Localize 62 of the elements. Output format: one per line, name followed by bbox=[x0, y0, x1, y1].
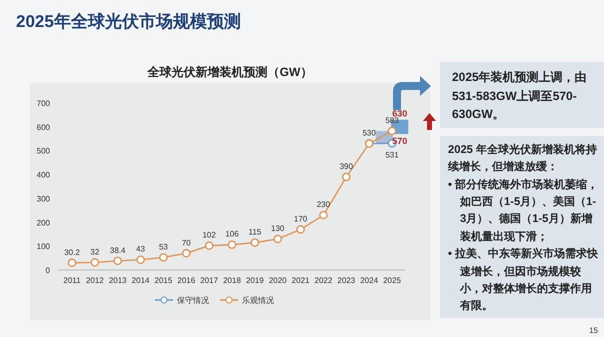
data-label: 106 bbox=[225, 230, 240, 239]
y-tick-label: 700 bbox=[36, 99, 51, 108]
y-tick-label: 200 bbox=[36, 218, 51, 228]
data-label: 115 bbox=[248, 228, 262, 237]
point bbox=[319, 210, 328, 220]
x-tick-label: 2015 bbox=[154, 276, 173, 285]
point bbox=[182, 249, 191, 258]
data-label: 130 bbox=[271, 224, 285, 233]
data-label: 230 bbox=[316, 200, 331, 210]
legend-label: 乐观情况 bbox=[242, 296, 274, 305]
legend-label: 保守情况 bbox=[177, 296, 209, 305]
point bbox=[136, 255, 145, 264]
x-tick-label: 2023 bbox=[337, 276, 356, 285]
data-label: 170 bbox=[294, 214, 308, 224]
x-tick-label: 2017 bbox=[200, 276, 219, 285]
x-tick-label: 2012 bbox=[86, 276, 104, 285]
point bbox=[204, 241, 214, 250]
data-label: 30.2 bbox=[64, 248, 80, 257]
point bbox=[273, 234, 282, 244]
y-tick-label: 500 bbox=[36, 146, 51, 156]
text: • 拉美、中东等新兴市场需求快速增长，但因市场规模较小，对整体增长的支撑作用有限。 bbox=[448, 246, 600, 314]
point bbox=[228, 240, 236, 249]
point bbox=[90, 258, 100, 267]
x-tick-label: 2018 bbox=[223, 276, 242, 285]
point bbox=[113, 256, 122, 266]
point bbox=[342, 172, 351, 182]
x-tick-label: 2019 bbox=[246, 276, 264, 285]
chart-title: 2025年全球光伏市场规模预测 bbox=[16, 12, 241, 31]
data-label: 102 bbox=[202, 230, 216, 240]
point bbox=[296, 225, 305, 234]
data-label: 38.4 bbox=[110, 246, 126, 255]
data-label: 70 bbox=[182, 238, 192, 248]
x-tick-label: 2014 bbox=[132, 276, 150, 285]
data-label: 530 bbox=[362, 128, 376, 138]
x-tick-label: 2022 bbox=[314, 276, 333, 285]
y-tick-label: 0 bbox=[46, 266, 51, 275]
x-tick-label: 2024 bbox=[360, 276, 379, 285]
x-tick-label: 2020 bbox=[268, 276, 288, 285]
x-tick-label: 2016 bbox=[177, 276, 196, 285]
x-tick-label: 2013 bbox=[108, 276, 128, 285]
y-tick-label: 100 bbox=[36, 242, 51, 252]
data-label: 32 bbox=[90, 247, 100, 256]
text: 2025 年全球光伏新增装机将持续增长，但增速放缓： bbox=[448, 142, 598, 176]
x-tick-label: 2011 bbox=[63, 276, 82, 285]
annotation: 570 bbox=[392, 136, 408, 146]
chart-subtitle: 全球光伏新增装机预测（GW） bbox=[146, 65, 312, 79]
data-label: 53 bbox=[158, 242, 168, 252]
text: • 部分传统海外市场装机萎缩，如巴西（1-5月）、美国（1-3月）、德国（1-5月）新增装机量出现下滑； bbox=[448, 178, 600, 245]
data-label: 43 bbox=[136, 244, 146, 254]
data-label: 531 bbox=[385, 150, 400, 160]
point bbox=[68, 258, 76, 268]
point bbox=[250, 238, 260, 247]
y-tick-label: 300 bbox=[36, 194, 51, 204]
data-label: 390 bbox=[340, 162, 354, 171]
y-tick-label: 600 bbox=[36, 122, 51, 132]
point bbox=[388, 126, 396, 136]
x-tick-label: 2025 bbox=[383, 276, 402, 285]
x-tick-label: 2021 bbox=[292, 276, 310, 285]
text: 15 bbox=[589, 326, 599, 335]
text: 2025年装机预测上调，由531-583GW上调至570-630GW。 bbox=[440, 62, 604, 128]
point bbox=[159, 253, 168, 262]
y-tick-label: 400 bbox=[36, 170, 51, 180]
